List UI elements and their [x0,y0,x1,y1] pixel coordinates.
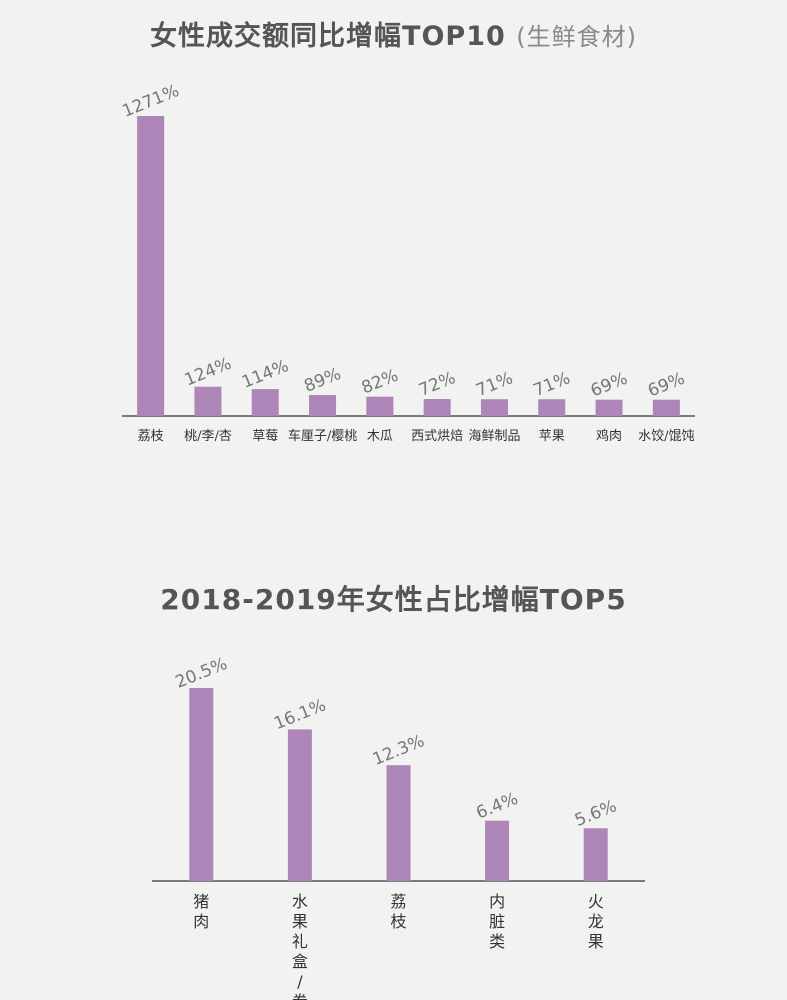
chart1-value-label-2: 114% [239,356,292,393]
chart1-value-label-8: 69% [588,369,631,402]
chart2-value-label-3: 6.4% [473,789,521,824]
chart2-value-label-2: 12.3% [370,731,428,770]
chart1-category-label-1: 桃/李/杏 [184,429,232,444]
chart1-title: 女性成交额同比增幅TOP10 (生鲜食材) [0,14,787,53]
chart1-value-label-7: 71% [531,368,574,401]
chart1-bar-8 [595,399,623,416]
chart2-bar-2 [386,765,411,881]
chart1-value-label-6: 71% [473,368,516,401]
chart2-value-label-0: 20.5% [173,654,231,693]
chart1-category-label-6: 海鲜制品 [468,429,520,444]
chart1-category-label-9: 水饺/馄饨 [638,429,694,444]
chart1-bar-3 [309,394,337,416]
chart2-value-label-4: 5.6% [572,796,620,831]
chart1-category-label-7: 苹果 [539,429,565,444]
chart2-bar-1 [287,729,312,881]
chart1-value-label-5: 72% [416,368,459,401]
chart2-category-label-1: 水果礼盒/券 [292,892,308,1000]
chart1-bar-0 [137,116,165,416]
chart2-category-label-3: 内脏类 [489,892,505,951]
chart2-title: 2018-2019年女性占比增幅TOP5 [160,583,627,616]
chart1-bar-7 [538,399,566,416]
chart1-bar-5 [423,399,451,416]
chart1-bar-2 [251,389,279,416]
chart1-value-label-0: 1271% [119,81,182,122]
chart2-bar-4 [583,828,608,881]
chart1-bar-4 [366,396,394,416]
chart1-category-label-5: 西式烘焙 [411,429,463,444]
chart2-bar-3 [485,820,510,881]
chart1-value-label-1: 124% [182,354,235,391]
chart1-category-label-0: 荔枝 [138,429,164,444]
chart1-category-label-8: 鸡肉 [596,428,622,444]
chart1-plot: 1271% 荔枝 124% 桃/李/杏 114% 草莓 89% 车厘子/樱桃 82% 木瓜 72% 西… [119,81,695,444]
chart1-category-label-4: 木瓜 [367,429,393,444]
chart2-category-label-0: 猪肉 [193,892,209,931]
chart2-category-label-2: 荔枝 [390,892,406,931]
chart1-bar-6 [480,399,508,416]
chart2-value-label-1: 16.1% [271,695,329,734]
chart2-plot: 20.5% 猪肉 16.1% 水果礼盒/券 12.3% 荔枝 6.4% 内脏类 5.6% 火龙果 [152,654,645,1000]
chart1-category-label-3: 车厘子/樱桃 [288,428,357,444]
chart1-bar-1 [194,386,222,416]
chart2-bar-0 [189,688,214,881]
chart1-value-label-3: 89% [301,364,344,397]
chart1-title-text: 女性成交额同比增幅TOP10 [150,21,506,52]
chart1-value-label-9: 69% [645,369,688,402]
chart1-bar-9 [652,399,680,416]
chart1-category-label-2: 草莓 [252,429,278,444]
chart1-value-label-4: 82% [359,366,402,399]
chart1-subtitle: (生鲜食材) [516,23,637,51]
chart2-category-label-4: 火龙果 [588,892,604,951]
